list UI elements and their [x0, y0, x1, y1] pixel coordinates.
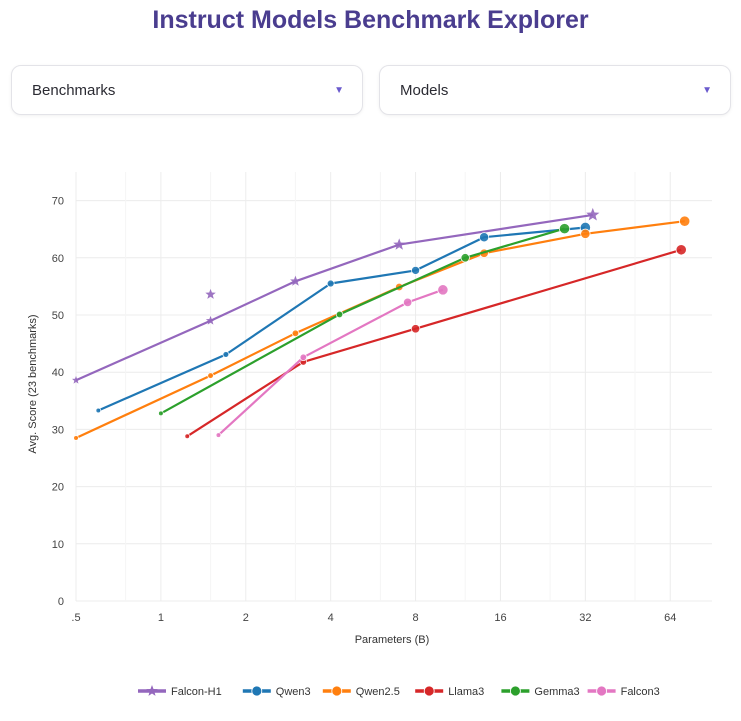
data-point-star	[205, 315, 216, 325]
benchmarks-dropdown-label: Benchmarks	[32, 82, 116, 99]
data-point	[437, 284, 449, 296]
data-point	[460, 253, 470, 263]
data-point-star	[290, 275, 301, 286]
data-point	[291, 329, 300, 338]
data-point	[679, 215, 691, 227]
data-point	[675, 244, 687, 256]
chevron-down-icon: ▼	[334, 85, 344, 96]
series-falcon3	[215, 284, 449, 438]
x-axis-ticks: .5 1 2 4 8 16 32 64	[71, 612, 676, 624]
y-tick-label: 0	[58, 596, 64, 608]
series-gemma3	[158, 223, 571, 417]
x-tick-label: .5	[71, 612, 80, 624]
y-axis-ticks: 0 10 20 30 40 50 60 70	[52, 196, 64, 608]
series-line	[97, 226, 586, 412]
data-point	[335, 310, 344, 319]
series-line	[160, 227, 565, 415]
data-point	[95, 407, 102, 414]
models-dropdown-label: Models	[400, 82, 449, 99]
series-line	[217, 288, 444, 436]
legend-label: Falcon3	[621, 686, 660, 698]
data-point-star	[72, 376, 80, 384]
chart-series	[72, 207, 691, 441]
data-point	[215, 432, 222, 438]
data-point	[299, 353, 308, 362]
x-tick-label: 4	[328, 612, 334, 624]
series-qwen3	[95, 221, 591, 414]
benchmark-line-chart: 0 10 20 30 40 50 60 70 .5 1 2 4 8 16 32 64 Avg. Score …	[27, 172, 712, 698]
series-falcon-h1	[72, 207, 600, 384]
legend-circle-icon	[251, 685, 263, 697]
models-dropdown[interactable]: Models ▼	[379, 65, 731, 115]
data-point	[184, 433, 191, 440]
y-tick-label: 20	[52, 482, 64, 494]
data-point	[558, 223, 571, 235]
x-axis-title: Parameters (B)	[355, 634, 430, 646]
y-tick-label: 10	[52, 539, 64, 551]
y-tick-label: 70	[52, 196, 64, 208]
x-tick-label: 16	[494, 612, 506, 624]
series-llama3	[184, 244, 687, 440]
data-point	[580, 228, 591, 239]
y-tick-label: 30	[52, 424, 64, 436]
x-tick-label: 2	[243, 612, 249, 624]
y-axis-title: Avg. Score (23 benchmarks)	[27, 314, 39, 453]
legend-circle-icon	[596, 685, 607, 697]
legend-label: Llama3	[448, 686, 484, 698]
x-tick-label: 1	[158, 612, 164, 624]
data-point	[73, 435, 79, 441]
page-title: Instruct Models Benchmark Explorer	[152, 6, 589, 34]
data-point	[402, 297, 413, 308]
data-point	[410, 324, 421, 334]
legend-circle-icon	[510, 685, 521, 697]
legend-circle-icon	[331, 685, 343, 697]
x-tick-label: 8	[413, 612, 419, 624]
legend-label: Falcon-H1	[171, 686, 222, 698]
data-point-star	[393, 238, 406, 250]
data-point-star	[205, 288, 216, 299]
legend-star-icon	[146, 685, 158, 696]
y-tick-label: 50	[52, 310, 64, 322]
legend-label: Gemma3	[534, 686, 579, 698]
x-tick-label: 32	[579, 612, 591, 624]
series-line	[75, 213, 593, 382]
legend-label: Qwen3	[276, 686, 311, 698]
chevron-down-icon: ▼	[702, 85, 712, 96]
series-line	[186, 248, 682, 438]
data-point	[207, 372, 214, 379]
data-point	[222, 351, 230, 358]
legend-label: Qwen2.5	[356, 686, 400, 698]
data-point	[158, 410, 164, 417]
legend-circle-icon	[423, 685, 435, 697]
data-point	[326, 279, 335, 288]
data-point-star	[586, 207, 600, 221]
data-point	[479, 232, 490, 243]
y-tick-label: 60	[52, 253, 64, 265]
data-point	[411, 265, 421, 275]
benchmarks-dropdown[interactable]: Benchmarks ▼	[11, 65, 363, 115]
chart-legend: Falcon-H1 Qwen3 Qwen2.5 Llama3 Gemma3 Falcon3	[138, 685, 660, 698]
x-tick-label: 64	[664, 612, 676, 624]
chart-grid	[75, 172, 712, 602]
y-tick-label: 40	[52, 367, 64, 379]
